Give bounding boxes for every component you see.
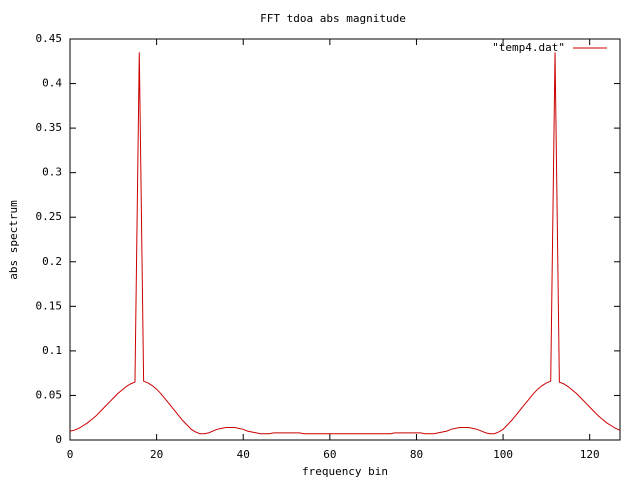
y-tick-label: 0.4 xyxy=(42,77,62,90)
x-tick-label: 120 xyxy=(580,448,600,461)
x-tick-label: 20 xyxy=(150,448,163,461)
y-axis-label: abs spectrum xyxy=(7,200,20,280)
x-axis-label: frequency bin xyxy=(302,465,388,478)
y-tick-label: 0.2 xyxy=(42,255,62,268)
y-tick-label: 0.25 xyxy=(36,210,63,223)
y-tick-label: 0.15 xyxy=(36,299,63,312)
y-tick-label: 0 xyxy=(55,433,62,446)
legend-label: "temp4.dat" xyxy=(492,41,565,54)
y-tick-label: 0.45 xyxy=(36,32,63,45)
x-tick-label: 80 xyxy=(410,448,423,461)
plot-frame xyxy=(69,38,621,441)
x-tick-label: 40 xyxy=(237,448,250,461)
data-line xyxy=(69,52,621,435)
y-tick-label: 0.1 xyxy=(42,344,62,357)
y-tick-label: 0.05 xyxy=(36,388,63,401)
chart-title: FFT tdoa abs magnitude xyxy=(260,12,406,25)
y-tick-label: 0.35 xyxy=(36,121,63,134)
x-tick-label: 0 xyxy=(67,448,74,461)
x-tick-label: 60 xyxy=(323,448,336,461)
y-tick-label: 0.3 xyxy=(42,166,62,179)
x-tick-label: 100 xyxy=(493,448,513,461)
